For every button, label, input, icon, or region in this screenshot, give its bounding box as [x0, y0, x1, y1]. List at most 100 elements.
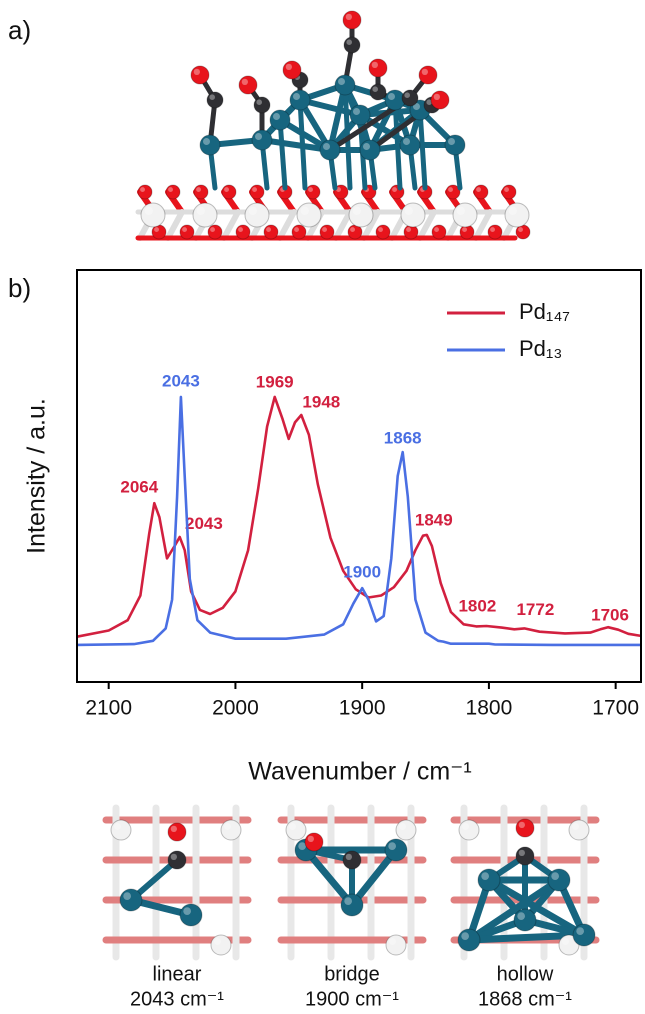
atom-highlight — [140, 187, 145, 192]
atom-highlight — [308, 187, 313, 192]
data-line — [76, 395, 641, 647]
atom — [473, 184, 489, 200]
atom — [137, 184, 153, 200]
atom-highlight — [389, 938, 396, 945]
atom-highlight — [193, 68, 201, 75]
data-line — [76, 395, 642, 638]
atom-highlight — [256, 99, 263, 105]
atom-highlight — [504, 187, 509, 192]
atom-highlight — [518, 821, 525, 828]
site-image: bridge 1900 cm⁻¹ — [276, 804, 428, 1010]
atom-highlight — [307, 835, 314, 842]
atom-highlight — [518, 227, 523, 232]
atom-highlight — [461, 932, 469, 941]
atom-highlight — [182, 227, 187, 232]
atom — [343, 36, 361, 54]
atom-highlight — [448, 138, 455, 145]
atom-highlight — [170, 853, 178, 860]
bond — [297, 97, 308, 191]
atom — [167, 850, 187, 870]
bond — [259, 137, 333, 153]
structure-image — [135, 10, 531, 241]
atom — [285, 819, 307, 841]
bond — [327, 82, 348, 153]
bond — [333, 209, 353, 241]
bond — [465, 931, 588, 944]
site-frequency: 1900 cm⁻¹ — [305, 988, 399, 1010]
x-tick-label: 1800 — [466, 697, 513, 720]
atom-highlight — [123, 892, 131, 901]
atom — [165, 184, 181, 200]
atom — [253, 96, 271, 114]
atom — [167, 822, 187, 842]
atom — [401, 89, 419, 107]
y-axis-label: Intensity / a.u. — [23, 398, 51, 554]
atom — [444, 134, 466, 156]
bond — [392, 97, 403, 191]
site-name: linear — [153, 963, 202, 985]
atom-highlight — [353, 108, 360, 115]
atom — [110, 819, 132, 841]
atom-highlight — [456, 206, 465, 215]
atom-highlight — [345, 853, 352, 860]
atom — [458, 819, 480, 841]
atom — [220, 819, 242, 841]
atom-highlight — [168, 187, 173, 192]
atom-highlight — [404, 206, 413, 215]
bond — [297, 97, 363, 118]
atom-highlight — [421, 68, 428, 75]
chart: 2100 2000 1900 1800 1700 2064 2043 1969 1948 1849… — [76, 299, 642, 720]
atom-highlight — [462, 823, 469, 830]
peak-label: 1706 — [591, 606, 629, 625]
atom-highlight — [183, 907, 191, 916]
atom-highlight — [413, 103, 420, 110]
site-frequency: 1868 cm⁻¹ — [478, 988, 572, 1010]
atom — [193, 184, 209, 200]
atom-highlight — [203, 138, 210, 145]
atom-highlight — [144, 206, 153, 215]
peak-label: 1948 — [302, 393, 340, 412]
x-tick-label: 2100 — [85, 697, 132, 720]
atom-highlight — [322, 227, 327, 232]
panel-label: b) — [8, 273, 31, 303]
peak-label: 1969 — [256, 372, 294, 391]
atom-highlight — [350, 227, 355, 232]
atom-highlight — [209, 94, 215, 100]
atom-highlight — [170, 825, 178, 832]
site-images: linear 2043 cm⁻¹ bridge 1900 cm⁻¹ hollow 1868… — [101, 804, 601, 1010]
atom-highlight — [285, 63, 292, 70]
bond — [361, 209, 381, 241]
atom — [342, 10, 362, 30]
peak-label: 2043 — [162, 371, 200, 390]
atom-highlight — [518, 849, 525, 856]
atom — [333, 184, 349, 200]
peak-label: 2043 — [185, 514, 223, 533]
atom — [430, 90, 450, 110]
atom-highlight — [388, 93, 395, 100]
atom — [210, 934, 232, 956]
atom — [319, 139, 341, 161]
atom-highlight — [210, 227, 215, 232]
atom — [395, 819, 417, 841]
atom — [369, 83, 387, 101]
atom — [179, 903, 203, 927]
atom — [304, 832, 324, 852]
atom-highlight — [338, 78, 345, 85]
atom-highlight — [345, 13, 352, 20]
atom-highlight — [293, 93, 300, 100]
atom-highlight — [255, 133, 262, 140]
bond — [277, 117, 288, 191]
atom — [515, 818, 535, 838]
peak-label: 1900 — [343, 563, 381, 582]
bond — [465, 876, 563, 944]
atom — [568, 819, 590, 841]
atom-highlight — [196, 206, 205, 215]
atom-highlight — [289, 823, 296, 830]
atom — [340, 893, 364, 917]
atom-highlight — [508, 206, 517, 215]
atom — [199, 134, 221, 156]
atom — [192, 202, 218, 228]
bond — [277, 209, 297, 241]
site-name: bridge — [324, 963, 380, 985]
